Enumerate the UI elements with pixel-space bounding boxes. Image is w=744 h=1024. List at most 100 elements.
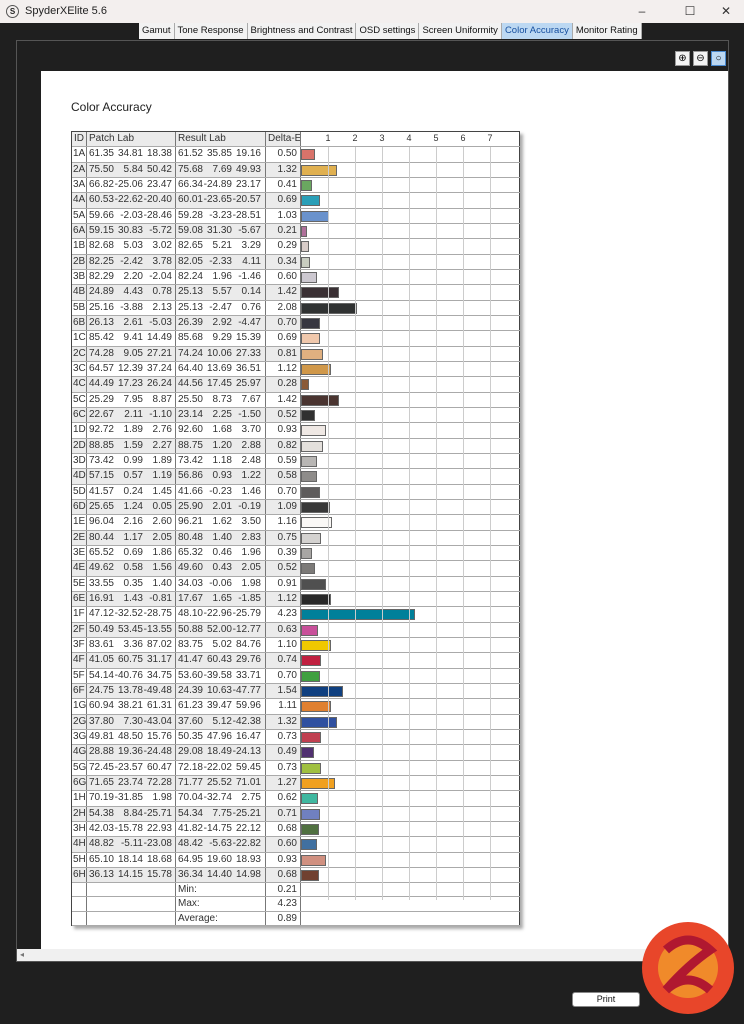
scroll-left-icon[interactable]: ◂ (20, 950, 25, 959)
patch-id: 1E (72, 515, 87, 530)
patch-lab-value: 44.49 (88, 378, 114, 390)
tab-screen-uniformity[interactable]: Screen Uniformity (419, 23, 502, 39)
patch-lab-value: 18.38 (146, 148, 172, 160)
result-lab-value: 31.30 (206, 224, 232, 236)
table-row: 5E 33.55 0.35 1.40 34.03 -0.06 1.98 0.91 (72, 576, 520, 592)
delta-e: 0.69 (266, 193, 301, 208)
delta-e-bar (301, 563, 316, 575)
patch-id: 2C (72, 346, 87, 361)
result-lab: 50.35 47.96 16.47 (176, 729, 266, 745)
header-patch-lab: Patch Lab (87, 132, 176, 147)
tab-tone-response[interactable]: Tone Response (174, 23, 248, 39)
table-row: 6G 71.65 23.74 72.28 71.77 25.52 71.01 1.27 (72, 775, 520, 792)
report-tabs: Gamut Tone Response Brightness and Contras… (139, 23, 642, 39)
patch-id: 4A (72, 193, 87, 208)
patch-lab-value: 18.14 (117, 853, 143, 865)
patch-lab-value: 36.13 (88, 868, 114, 880)
patch-lab-value: 1.59 (123, 439, 143, 451)
result-lab-value: 1.98 (241, 577, 261, 589)
result-lab-value: 18.49 (206, 746, 232, 758)
delta-e-bar (301, 486, 320, 498)
patch-lab: 74.28 9.05 27.21 (87, 346, 176, 361)
delta-e-bar (301, 823, 320, 835)
table-row: 2B 82.25 -2.42 3.78 82.05 -2.33 4.11 0.34 (72, 254, 520, 270)
close-button[interactable]: ✕ (720, 4, 732, 18)
result-lab-value: 25.52 (206, 776, 232, 788)
table-row: 1F 47.12-32.52-28.75 48.10-22.96-25.79 4.23 (72, 607, 520, 623)
patch-lab: 66.82-25.06 23.47 (87, 177, 176, 193)
patch-lab-value: 38.21 (117, 700, 143, 712)
patch-lab-value: 16.91 (88, 592, 114, 604)
patch-lab-value: 50.49 (88, 623, 114, 635)
empty-cell (72, 883, 87, 897)
delta-e: 0.28 (266, 377, 301, 392)
table-row: 6H 36.13 14.15 15.78 36.34 14.40 14.98 0.68 (72, 867, 520, 884)
app-icon: S (6, 5, 19, 18)
patch-lab-value: -43.04 (143, 715, 172, 727)
result-lab-value: -42.38 (232, 715, 261, 727)
zoom-in-icon[interactable]: ⊕ (675, 51, 690, 66)
result-lab-value: 1.96 (212, 270, 232, 282)
delta-e-bar (301, 517, 333, 529)
result-lab-value: 17.45 (206, 378, 232, 390)
patch-lab-value: 75.50 (88, 163, 114, 175)
axis-tick-label: 7 (487, 133, 493, 143)
table-row: 4A 60.53-22.62-20.40 60.01-23.65-20.57 0.69 (72, 193, 520, 209)
patch-lab-value: 74.28 (88, 347, 114, 359)
patch-lab-value: -20.40 (143, 194, 172, 206)
zoom-out-icon[interactable]: ⊖ (693, 51, 708, 66)
summary-value: 4.23 (266, 897, 301, 911)
zoom-fit-icon[interactable]: ○ (711, 51, 726, 66)
tab-color-accuracy[interactable]: Color Accuracy (501, 23, 573, 39)
maximize-button[interactable]: ☐ (684, 4, 696, 18)
tab-monitor-rating[interactable]: Monitor Rating (572, 23, 642, 39)
table-row: 2D 88.85 1.59 2.27 88.75 1.20 2.88 0.82 (72, 438, 520, 454)
patch-lab-value: -32.52 (114, 608, 143, 620)
result-lab-value: 61.23 (177, 700, 203, 712)
result-lab-value: 5.02 (212, 638, 232, 650)
patch-lab: 60.94 38.21 61.31 (87, 699, 176, 714)
result-lab-value: 15.39 (235, 332, 261, 344)
summary-row: Average: 0.89 (72, 911, 520, 927)
delta-e: 1.11 (266, 699, 301, 714)
patch-lab-value: -23.08 (143, 838, 172, 850)
result-lab: 25.13 -2.47 0.76 (176, 300, 266, 315)
patch-lab-value: 0.24 (123, 485, 143, 497)
result-lab-value: 34.03 (177, 577, 203, 589)
patch-id: 2E (72, 530, 87, 545)
patch-lab-value: -5.03 (149, 316, 172, 328)
delta-e: 0.60 (266, 269, 301, 285)
patch-lab-value: 7.30 (123, 715, 143, 727)
delta-e-bar (301, 747, 315, 759)
tab-gamut[interactable]: Gamut (139, 23, 175, 39)
result-lab-value: 70.04 (177, 792, 203, 804)
result-lab-value: 44.56 (177, 378, 203, 390)
result-lab-value: 53.60 (177, 669, 203, 681)
tab-osd-settings[interactable]: OSD settings (356, 23, 420, 39)
patch-lab-value: 3.78 (152, 255, 172, 267)
result-lab: 71.77 25.52 71.01 (176, 775, 266, 791)
patch-id: 4F (72, 653, 87, 668)
result-lab: 56.86 0.93 1.22 (176, 469, 266, 484)
result-lab: 25.50 8.73 7.67 (176, 392, 266, 407)
result-lab: 88.75 1.20 2.88 (176, 438, 266, 453)
delta-e: 0.21 (266, 223, 301, 239)
delta-e-bar (301, 685, 343, 697)
patch-lab-value: 14.15 (117, 868, 143, 880)
result-lab: 96.21 1.62 3.50 (176, 515, 266, 530)
horizontal-scrollbar[interactable]: ◂ (17, 949, 728, 961)
table-header: ID Patch Lab Result Lab Delta-E (72, 132, 520, 148)
patch-lab-value: 28.88 (88, 746, 114, 758)
print-button[interactable]: Print (572, 992, 640, 1007)
result-lab-value: 1.18 (212, 454, 232, 466)
delta-e: 1.16 (266, 515, 301, 530)
minimize-button[interactable]: – (638, 4, 646, 18)
axis-tick-label: 2 (352, 133, 358, 143)
result-lab-value: -22.82 (232, 838, 261, 850)
patch-lab-value: 26.24 (146, 378, 172, 390)
patch-lab-value: 23.74 (117, 776, 143, 788)
table-row: 5A 59.66 -2.03-28.46 59.28 -3.23-28.51 1.03 (72, 208, 520, 224)
patch-id: 4D (72, 469, 87, 484)
tab-brightness-and-contrast[interactable]: Brightness and Contrast (247, 23, 357, 39)
patch-lab: 47.12-32.52-28.75 (87, 607, 176, 622)
